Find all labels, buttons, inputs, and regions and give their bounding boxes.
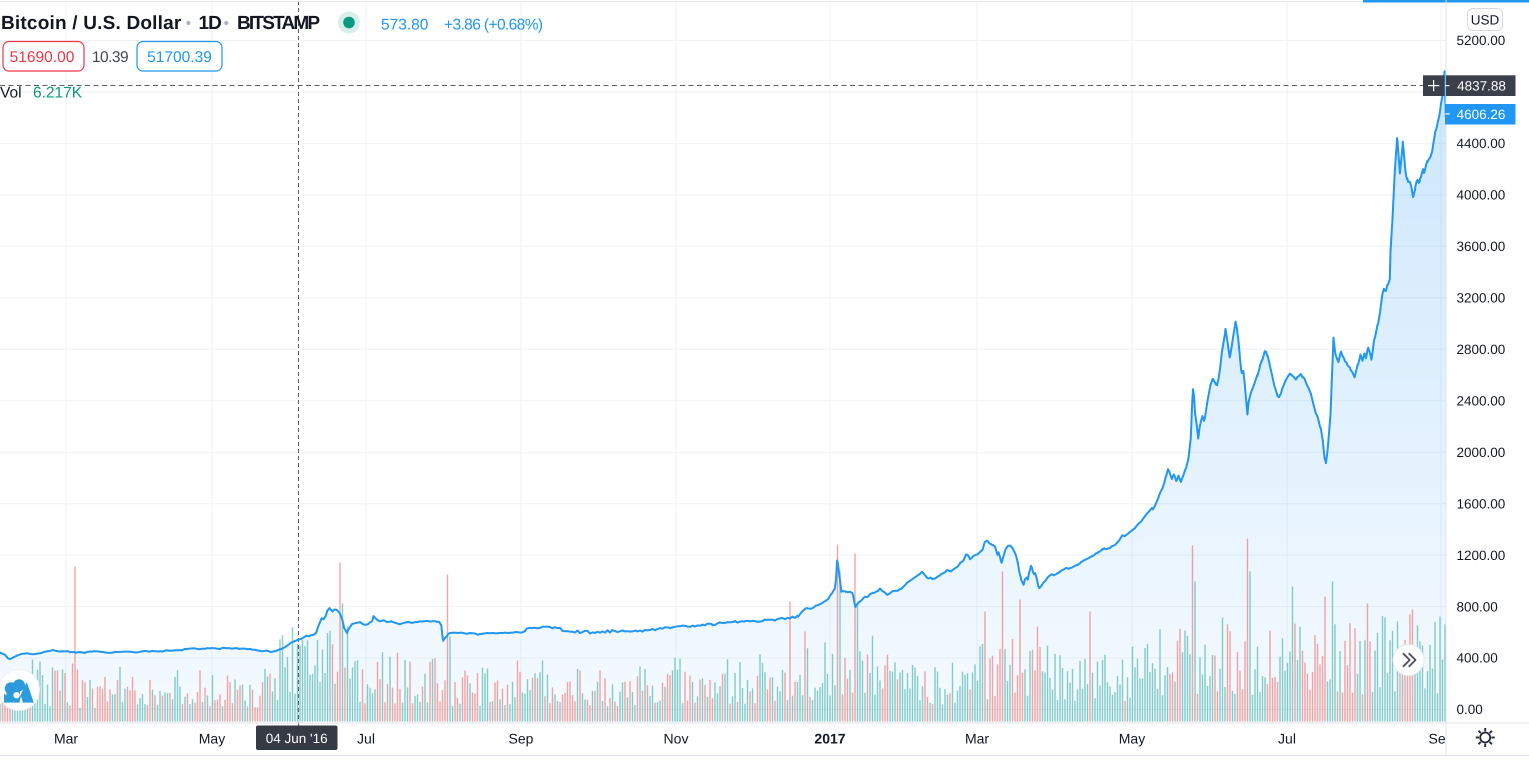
svg-text:0.00: 0.00 xyxy=(1457,702,1483,717)
svg-text:4000.00: 4000.00 xyxy=(1457,188,1506,203)
svg-text:Mar: Mar xyxy=(54,731,78,747)
svg-text:Vol: Vol xyxy=(0,85,22,102)
svg-text:BITSTAMP: BITSTAMP xyxy=(237,13,320,34)
svg-text:1200.00: 1200.00 xyxy=(1457,548,1506,563)
svg-text:Bitcoin / U.S. Dollar: Bitcoin / U.S. Dollar xyxy=(1,13,182,34)
svg-text:3200.00: 3200.00 xyxy=(1457,291,1506,306)
svg-text:Jul: Jul xyxy=(1278,731,1296,747)
svg-text:5200.00: 5200.00 xyxy=(1457,33,1506,48)
svg-text:51700.39: 51700.39 xyxy=(147,49,212,66)
svg-text:3600.00: 3600.00 xyxy=(1457,239,1506,254)
svg-text:USD: USD xyxy=(1471,12,1500,27)
svg-text:2000.00: 2000.00 xyxy=(1457,445,1506,460)
svg-text:Sep: Sep xyxy=(509,731,534,747)
svg-text:2400.00: 2400.00 xyxy=(1457,393,1506,408)
svg-text:Nov: Nov xyxy=(664,731,689,747)
svg-text:Jul: Jul xyxy=(357,731,375,747)
svg-text:04 Jun '16: 04 Jun '16 xyxy=(266,731,328,746)
svg-text:1600.00: 1600.00 xyxy=(1457,496,1506,511)
svg-text:51690.00: 51690.00 xyxy=(10,49,75,66)
svg-text:Se: Se xyxy=(1429,731,1446,747)
svg-text:2017: 2017 xyxy=(814,731,845,747)
svg-text:573.80: 573.80 xyxy=(381,17,429,34)
svg-text:4400.00: 4400.00 xyxy=(1457,136,1506,151)
svg-text:Mar: Mar xyxy=(965,731,989,747)
svg-text:4837.88: 4837.88 xyxy=(1457,78,1506,93)
svg-text:1D: 1D xyxy=(199,13,222,34)
svg-text:6.217K: 6.217K xyxy=(33,85,83,102)
svg-text:May: May xyxy=(199,731,225,747)
svg-text:2800.00: 2800.00 xyxy=(1457,342,1506,357)
svg-text:May: May xyxy=(1119,731,1145,747)
svg-text:800.00: 800.00 xyxy=(1457,599,1498,614)
svg-text:4606.26: 4606.26 xyxy=(1457,107,1506,122)
svg-text:10.39: 10.39 xyxy=(92,49,128,66)
svg-text:+3.86 (+0.68%): +3.86 (+0.68%) xyxy=(444,17,543,34)
svg-text:400.00: 400.00 xyxy=(1457,651,1498,666)
